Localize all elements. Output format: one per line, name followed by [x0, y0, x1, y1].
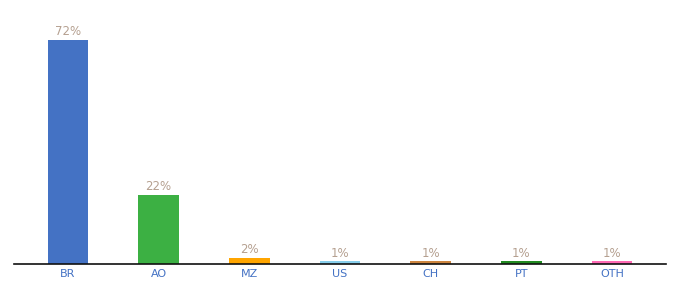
Bar [410, 261, 451, 264]
Text: 2%: 2% [240, 243, 258, 256]
Text: 1%: 1% [422, 247, 440, 260]
Bar [501, 261, 542, 264]
Text: 72%: 72% [55, 25, 81, 38]
Text: 1%: 1% [512, 247, 530, 260]
Bar [229, 258, 270, 264]
Bar [48, 40, 88, 264]
Text: 22%: 22% [146, 180, 172, 193]
Bar [138, 196, 179, 264]
Text: 1%: 1% [602, 247, 622, 260]
Bar [592, 261, 632, 264]
Text: 1%: 1% [330, 247, 350, 260]
Bar [320, 261, 360, 264]
